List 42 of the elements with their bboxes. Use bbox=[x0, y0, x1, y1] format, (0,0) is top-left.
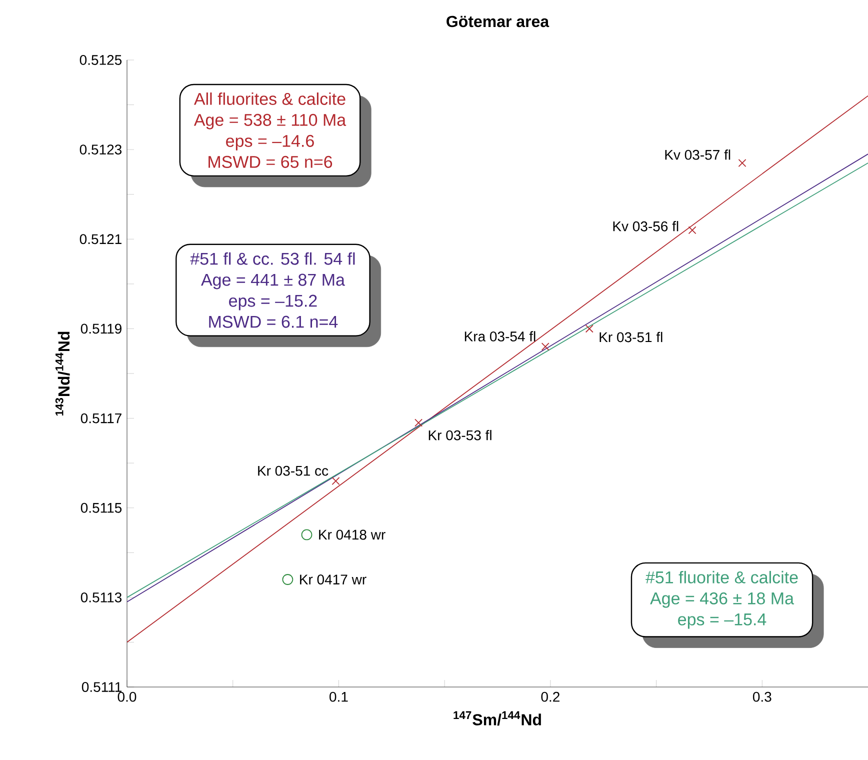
y-tick-label: 0.5111 bbox=[82, 682, 122, 692]
y-tick-label: 0.5123 bbox=[80, 144, 122, 155]
y-tick-label: 0.5125 bbox=[80, 55, 122, 65]
annotation: eps = –15.4 bbox=[678, 614, 766, 629]
y-tick-label: 0.5115 bbox=[80, 502, 122, 513]
annotation: Kr 03-53 fl bbox=[428, 430, 492, 440]
annotation: Kv 03-57 fl bbox=[665, 150, 730, 160]
annotation: Kra 03-54 fl bbox=[464, 331, 536, 342]
annotation: MSWD = 65 n=6 bbox=[208, 156, 332, 168]
point bbox=[332, 477, 340, 485]
annotation: #51 fl & cc. 53 fl. 54 fl bbox=[190, 252, 355, 265]
point bbox=[738, 159, 746, 167]
y-tick-label: 0.5113 bbox=[80, 592, 122, 602]
annotation: Kr 0418 wr bbox=[319, 530, 386, 540]
annotation: #51 fluorite & calcite bbox=[646, 570, 798, 584]
y-axis-title: $^{143}$Nd/$^{144}$Nd bbox=[55, 332, 70, 416]
point bbox=[282, 574, 294, 585]
annotation: Age = 441 ± 87 Ma bbox=[201, 274, 345, 290]
annotation: Kr 03-51 cc bbox=[258, 466, 328, 476]
annotation: Age = 436 ± 18 Ma bbox=[650, 592, 794, 608]
x-tick-label: 0.0 bbox=[118, 692, 136, 702]
x-tick-label: 0.2 bbox=[541, 692, 560, 702]
x-tick-label: 0.1 bbox=[330, 692, 348, 702]
y-tick-label: 0.5121 bbox=[80, 234, 122, 244]
chart-title: Götemar area bbox=[446, 16, 550, 28]
point bbox=[541, 342, 550, 351]
y-tick-label: 0.5119 bbox=[80, 324, 122, 334]
point bbox=[585, 324, 594, 333]
annotation: Kv 03-56 fl bbox=[613, 221, 678, 232]
point bbox=[414, 418, 423, 427]
annotation: Kr 0417 wr bbox=[300, 574, 366, 584]
annotation: eps = –14.6 bbox=[226, 134, 314, 150]
point bbox=[688, 226, 696, 234]
annotation: Age = 538 ± 110 Ma bbox=[194, 114, 346, 130]
annotation: MSWD = 6.1 n=4 bbox=[209, 316, 338, 328]
x-axis-title: $^{147}$Sm/$^{144}$Nd bbox=[454, 711, 541, 726]
x-tick-label: 0.3 bbox=[752, 692, 772, 702]
annotation: Kr 03-51 fl bbox=[600, 332, 662, 342]
point bbox=[301, 529, 312, 540]
annotation: eps = –15.2 bbox=[229, 294, 317, 310]
y-tick-label: 0.5117 bbox=[80, 413, 122, 424]
annotation: All fluorites & calcite bbox=[194, 92, 346, 105]
